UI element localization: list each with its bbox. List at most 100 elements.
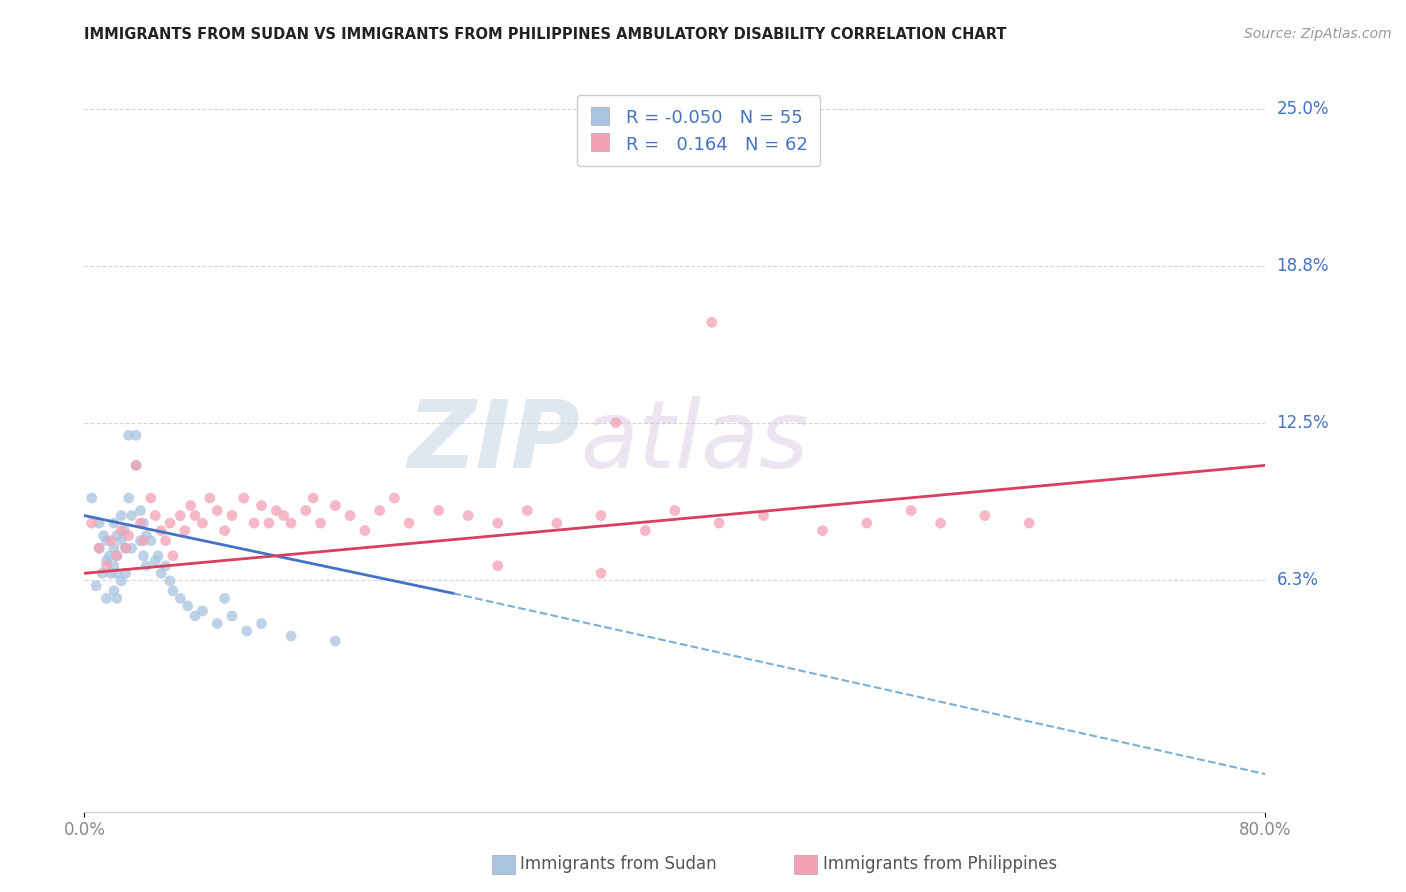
Point [591,566,613,581]
Point [118,491,141,505]
Text: Immigrants from Sudan: Immigrants from Sudan [520,855,717,873]
Text: atlas: atlas [581,396,808,487]
Point [114,566,136,581]
Point [96,554,118,568]
Point [634,524,657,538]
Point [103,516,125,530]
Point [309,516,332,530]
Point [180,499,202,513]
Point [546,516,568,530]
Text: 18.8%: 18.8% [1277,257,1329,275]
Point [205,616,228,631]
Point [811,524,834,538]
Point [235,624,259,638]
Point [93,529,115,543]
Point [155,558,177,573]
Point [700,315,723,329]
Point [159,574,181,588]
Point [205,503,228,517]
Point [516,503,538,517]
Point [184,508,207,523]
Point [323,634,347,648]
Point [150,566,173,581]
Point [250,499,273,513]
Point [105,591,128,606]
Point [214,591,236,606]
Point [118,529,141,543]
Point [257,516,280,530]
Point [250,616,273,631]
Point [125,458,148,473]
Point [87,541,111,556]
Point [177,599,200,613]
Point [752,508,775,523]
Point [132,533,155,548]
Point [132,549,155,563]
Point [98,549,121,563]
Point [973,508,995,523]
Point [155,533,177,548]
Point [169,508,191,523]
Point [198,491,221,505]
Point [605,416,627,430]
Text: IMMIGRANTS FROM SUDAN VS IMMIGRANTS FROM PHILIPPINES AMBULATORY DISABILITY CORRE: IMMIGRANTS FROM SUDAN VS IMMIGRANTS FROM… [84,27,1007,42]
Point [280,516,302,530]
Point [221,609,243,624]
Point [121,541,143,556]
Point [139,533,162,548]
Point [427,503,450,517]
Point [110,574,132,588]
Point [214,524,236,538]
Point [591,508,613,523]
Point [184,609,207,624]
Point [273,508,295,523]
Point [87,516,111,530]
Text: Immigrants from Philippines: Immigrants from Philippines [823,855,1057,873]
Point [121,508,143,523]
Point [709,516,731,530]
Point [368,503,391,517]
Point [129,533,152,548]
Point [103,558,125,573]
Point [114,541,136,556]
Point [664,503,686,517]
Text: Source: ZipAtlas.com: Source: ZipAtlas.com [1244,27,1392,41]
Point [173,524,195,538]
Point [135,529,157,543]
Point [125,458,148,473]
Point [143,554,166,568]
Point [232,491,254,505]
Point [84,579,107,593]
Point [112,524,135,538]
Point [169,591,191,606]
Point [162,549,184,563]
Point [110,524,132,538]
Point [302,491,325,505]
Point [382,491,406,505]
Point [100,533,122,548]
Point [398,516,420,530]
Point [900,503,922,517]
Point [929,516,952,530]
Point [191,516,214,530]
Point [1018,516,1040,530]
Point [135,558,157,573]
Point [159,516,181,530]
Point [103,541,125,556]
Point [354,524,377,538]
Point [118,428,141,442]
Point [280,629,302,643]
Point [129,516,152,530]
Point [96,533,118,548]
Point [486,516,509,530]
Point [80,491,103,505]
Point [114,541,136,556]
Point [191,604,214,618]
Point [100,566,122,581]
Point [105,549,128,563]
Text: 6.3%: 6.3% [1277,571,1319,589]
Point [110,508,132,523]
Point [457,508,479,523]
Point [150,524,173,538]
Text: 25.0%: 25.0% [1277,100,1329,118]
